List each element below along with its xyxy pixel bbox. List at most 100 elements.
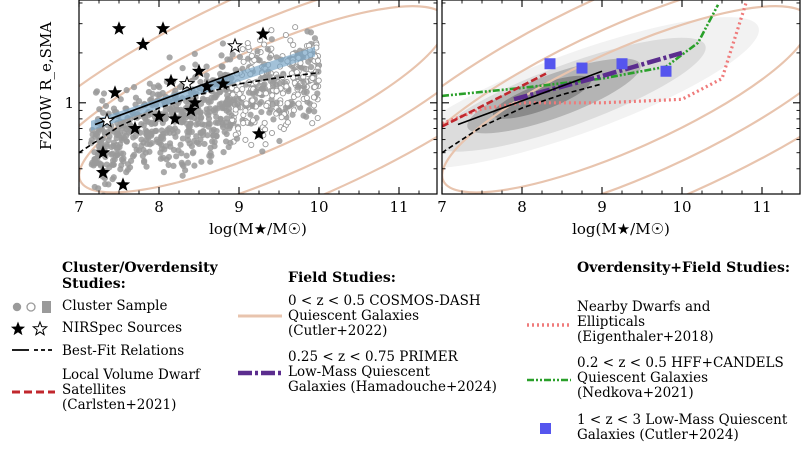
cluster-point [131,151,138,158]
nirspec-star [187,95,203,109]
cluster-point [117,150,124,157]
cluster-point [220,124,227,131]
nirspec-star [215,76,231,90]
cluster-point-open [287,37,294,44]
best-fit-uncertainty-band [91,46,315,131]
x-tick-label: 7 [437,198,447,216]
cluster-point [303,113,310,120]
cluster-point [233,135,241,142]
nirspec-star [155,21,171,35]
nirspec-star [199,79,215,93]
cluster-point [300,83,308,91]
cluster-point [204,132,211,139]
cluster-point [121,129,128,136]
cluster-point-open [284,119,291,126]
legend-cluster-sample: Cluster Sample [62,298,168,314]
nirspec-star-open [226,37,244,53]
cluster-point [165,161,172,169]
cluster-point [228,112,235,119]
cluster-point-open [284,100,291,107]
carlsten-symbol [12,390,55,394]
cluster-point [125,129,133,136]
cluster-point [154,138,161,146]
cluster-point [148,120,155,128]
cluster-point [160,169,167,176]
cluster-point [188,128,195,135]
cluster-point-open [240,120,247,127]
x-axis-label-left: log(M★/M☉) [209,220,307,238]
cluster-point [300,89,308,96]
x-tick-label: 10 [672,198,691,216]
cluster-point-open [290,41,297,48]
cluster-point [158,127,165,134]
cluster-point [247,111,254,118]
cluster-point [179,135,186,142]
cluster-point-open [311,83,318,91]
nirspec-star-markers [95,21,271,191]
cluster-point [258,108,265,116]
cluster-point [139,152,146,160]
cluster-point [219,63,226,70]
cluster-point-open [262,126,269,133]
cluster-point [193,133,200,140]
cluster-point [106,164,113,171]
cluster-point [102,102,110,110]
cluster-point [161,116,168,123]
cluster-point [105,181,112,188]
cluster-point [170,162,177,169]
cluster-point [108,143,115,151]
cluster-point-open [314,57,322,64]
cluster-point [211,143,218,150]
cutler2022-contours-right [442,0,800,194]
x-tick-label: 9 [234,198,244,216]
cluster-point [203,72,210,79]
cluster-point-open [248,52,255,59]
cluster-point [178,108,185,115]
cluster-point [270,78,277,85]
cluster-point [229,51,236,58]
cluster-point [100,201,106,207]
hff-symbol [527,378,571,382]
cluster-point [264,46,271,53]
cluster-point [140,122,147,129]
hamadouche2024-line [513,50,683,102]
cluster-point [105,137,112,144]
cluster-point [91,157,98,164]
best-fit-symbol [12,349,55,351]
nirspec-star [191,63,207,78]
cluster-point [117,166,124,173]
cluster-point [212,105,219,112]
cluster-point [289,111,296,118]
cluster-point [149,90,156,98]
nirspec-star [151,108,167,123]
cluster-point-open [310,94,318,101]
cluster-point [179,172,186,179]
cluster-point [126,164,134,171]
cluster-point-open [235,125,242,132]
cluster-point-open [263,102,270,109]
cluster-point [311,108,318,115]
cluster-point [219,40,227,47]
cluster-point-open [229,91,236,98]
cluster-point-open [239,94,246,101]
cluster-point [201,140,208,148]
nirspec-star [251,126,267,140]
nirspec-star [115,177,131,191]
eigenthaler-symbol [527,323,571,327]
cluster-point [146,80,153,87]
cluster-point [101,129,108,136]
cluster-point-open [248,141,255,148]
legend-best-fit: Best-Fit Relations [62,343,185,359]
cluster-point [254,48,261,55]
cluster-point-open [240,58,247,65]
cluster-point [256,57,263,64]
cluster-point-open [239,46,246,53]
cluster-point [217,115,224,122]
cluster-point [213,92,220,99]
cluster-point [173,153,180,160]
cluster-point [93,88,101,95]
x-axis-label-right: log(M★/M☉) [572,220,670,238]
cluster-point-open [244,40,251,47]
cluster-point [236,53,244,61]
cluster-point [218,52,225,59]
